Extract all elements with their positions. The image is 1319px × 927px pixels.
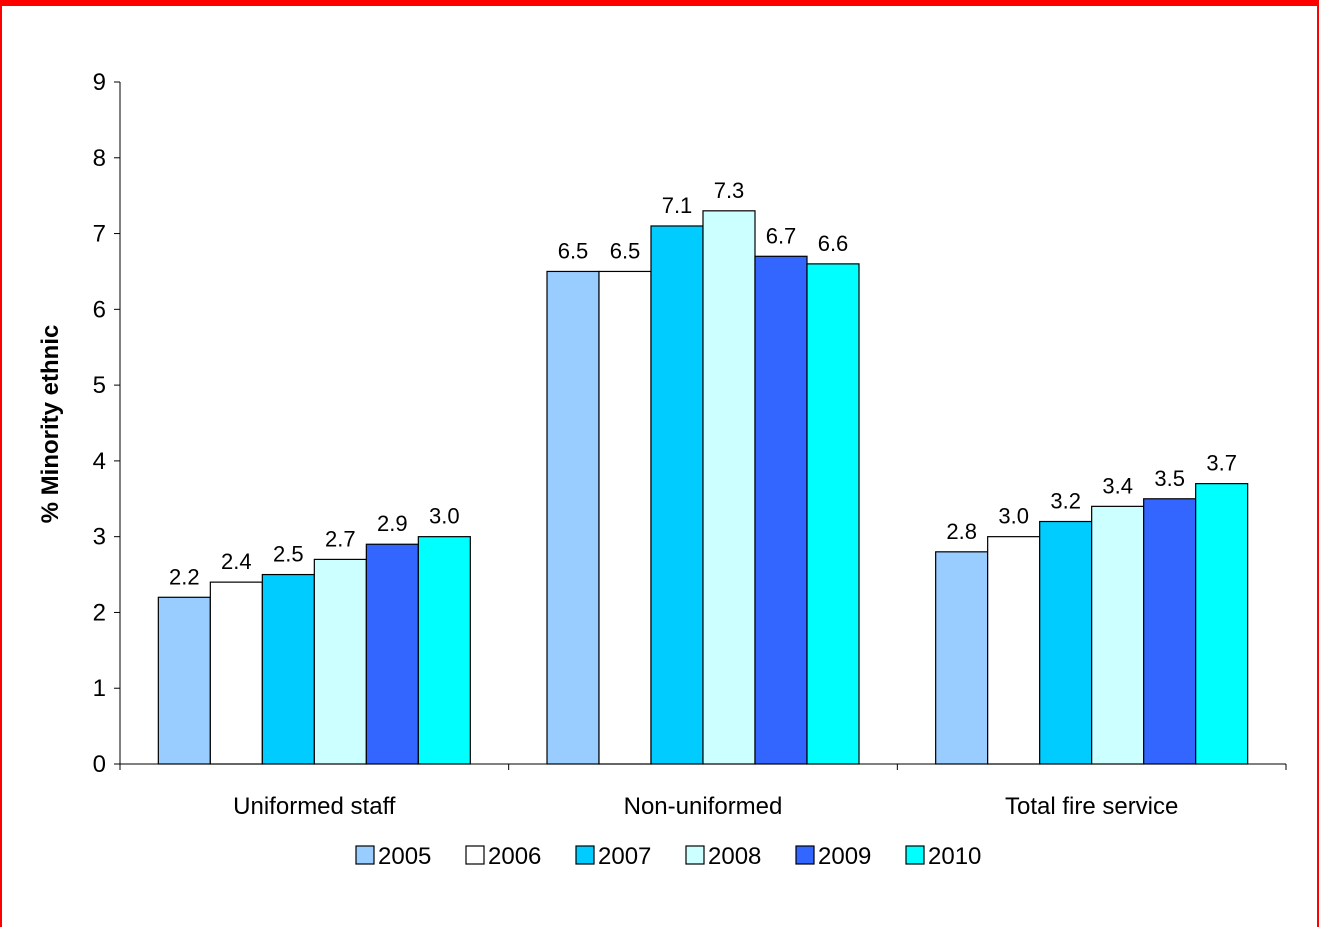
data-label: 2.2 [169,564,200,589]
bar [1091,505,1145,765]
y-tick-label: 0 [93,751,106,778]
data-label: 7.1 [662,193,693,218]
bar [365,543,419,765]
bar [598,270,652,765]
data-labels-group: 2.2 2.4 2.5 2.7 2.9 3.0 6.5 6.5 7.1 7.3 6.7 6.6 2.8 3… [169,178,1237,589]
bar [1195,483,1249,765]
legend-label: 2007 [598,843,651,870]
legend-label: 2005 [378,843,431,870]
data-label: 6.7 [766,223,797,248]
bar [1143,498,1197,765]
data-label: 3.4 [1102,473,1133,498]
data-label: 6.6 [818,231,849,256]
data-label: 3.2 [1050,489,1081,514]
y-tick-label: 8 [93,145,106,172]
x-category-label: Non-uniformed [624,793,783,820]
data-label: 3.5 [1154,466,1185,491]
legend: 2005 2006 2007 2008 2009 2010 [355,843,981,870]
bar [157,596,211,765]
bar [702,210,756,765]
y-tick-label: 5 [93,372,106,399]
axes: 0 1 2 3 4 5 6 7 8 9 Uniformed staff Non-uniformed To… [93,69,1287,820]
bar [546,270,600,765]
bar [261,573,315,765]
legend-swatch [355,845,375,865]
y-tick-label: 2 [93,599,106,626]
data-label: 2.4 [221,549,252,574]
x-category-label: Uniformed staff [233,793,396,820]
data-label: 2.9 [377,511,408,536]
data-label: 2.5 [273,542,304,567]
data-label: 3.7 [1206,451,1237,476]
bar [650,225,704,765]
legend-swatch [465,845,485,865]
data-label: 3.0 [998,504,1029,529]
bar [313,558,367,765]
legend-label: 2006 [488,843,541,870]
legend-label: 2008 [708,843,761,870]
legend-swatch [575,845,595,865]
y-axis-title: % Minority ethnic [37,325,64,524]
data-label: 7.3 [714,178,745,203]
x-category-label: Total fire service [1005,793,1178,820]
data-label: 6.5 [558,238,589,263]
y-tick-label: 4 [93,448,106,475]
bar [754,255,808,765]
bar [806,263,860,765]
data-label: 3.0 [429,504,460,529]
y-tick-label: 1 [93,675,106,702]
legend-swatch [905,845,925,865]
legend-swatch [795,845,815,865]
y-tick-label: 3 [93,524,106,551]
y-tick-label: 7 [93,221,106,248]
y-tick-label: 6 [93,296,106,323]
data-label: 6.5 [610,238,641,263]
legend-label: 2010 [928,843,981,870]
data-label: 2.7 [325,526,356,551]
bars-group [157,210,1249,765]
bar [1039,520,1093,765]
bar [417,536,471,765]
y-tick-label: 9 [93,69,106,96]
bar [987,536,1041,765]
legend-swatch [685,845,705,865]
data-label: 2.8 [946,519,977,544]
bar [935,551,989,765]
legend-label: 2009 [818,843,871,870]
bar [209,581,263,765]
